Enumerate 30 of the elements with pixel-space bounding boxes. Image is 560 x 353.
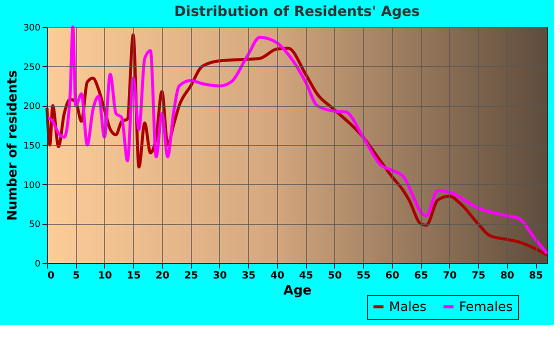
x-tick-label: 40 [270,270,284,282]
x-tick-label: 35 [242,270,256,282]
legend-label: Males [389,300,427,315]
x-tick-label: 70 [442,270,457,282]
x-tick-label: 55 [356,270,371,282]
x-tick-label: 10 [98,270,112,282]
x-tick-label: 60 [385,270,400,282]
y-tick-label: 0 [34,260,41,270]
x-tick-label: 80 [500,270,514,282]
legend-label: Females [459,300,514,315]
x-tick-label: 85 [529,270,544,282]
x-tick-label: 15 [126,270,141,282]
x-tick-label: 20 [155,270,170,282]
x-axis-title: Age [283,284,312,298]
y-tick-label: 250 [23,62,41,73]
y-axis-title: Number of residents [5,70,20,221]
y-tick-label: 150 [23,142,41,152]
x-tick-label: 30 [212,270,227,282]
y-tick-label: 200 [23,102,41,112]
x-tick-label: 45 [299,270,314,282]
x-tick-label: 0 [48,270,54,282]
x-tick-label: 50 [328,270,342,282]
y-tick-label: 100 [23,180,41,191]
x-tick-label: 75 [472,270,486,282]
y-tick-label: 50 [29,220,41,230]
x-tick-label: 25 [184,270,198,282]
x-tick-label: 5 [72,270,80,282]
chart-title: Distribution of Residents' Ages [174,4,420,20]
y-tick-label: 300 [23,24,41,34]
x-tick-label: 65 [414,270,428,282]
